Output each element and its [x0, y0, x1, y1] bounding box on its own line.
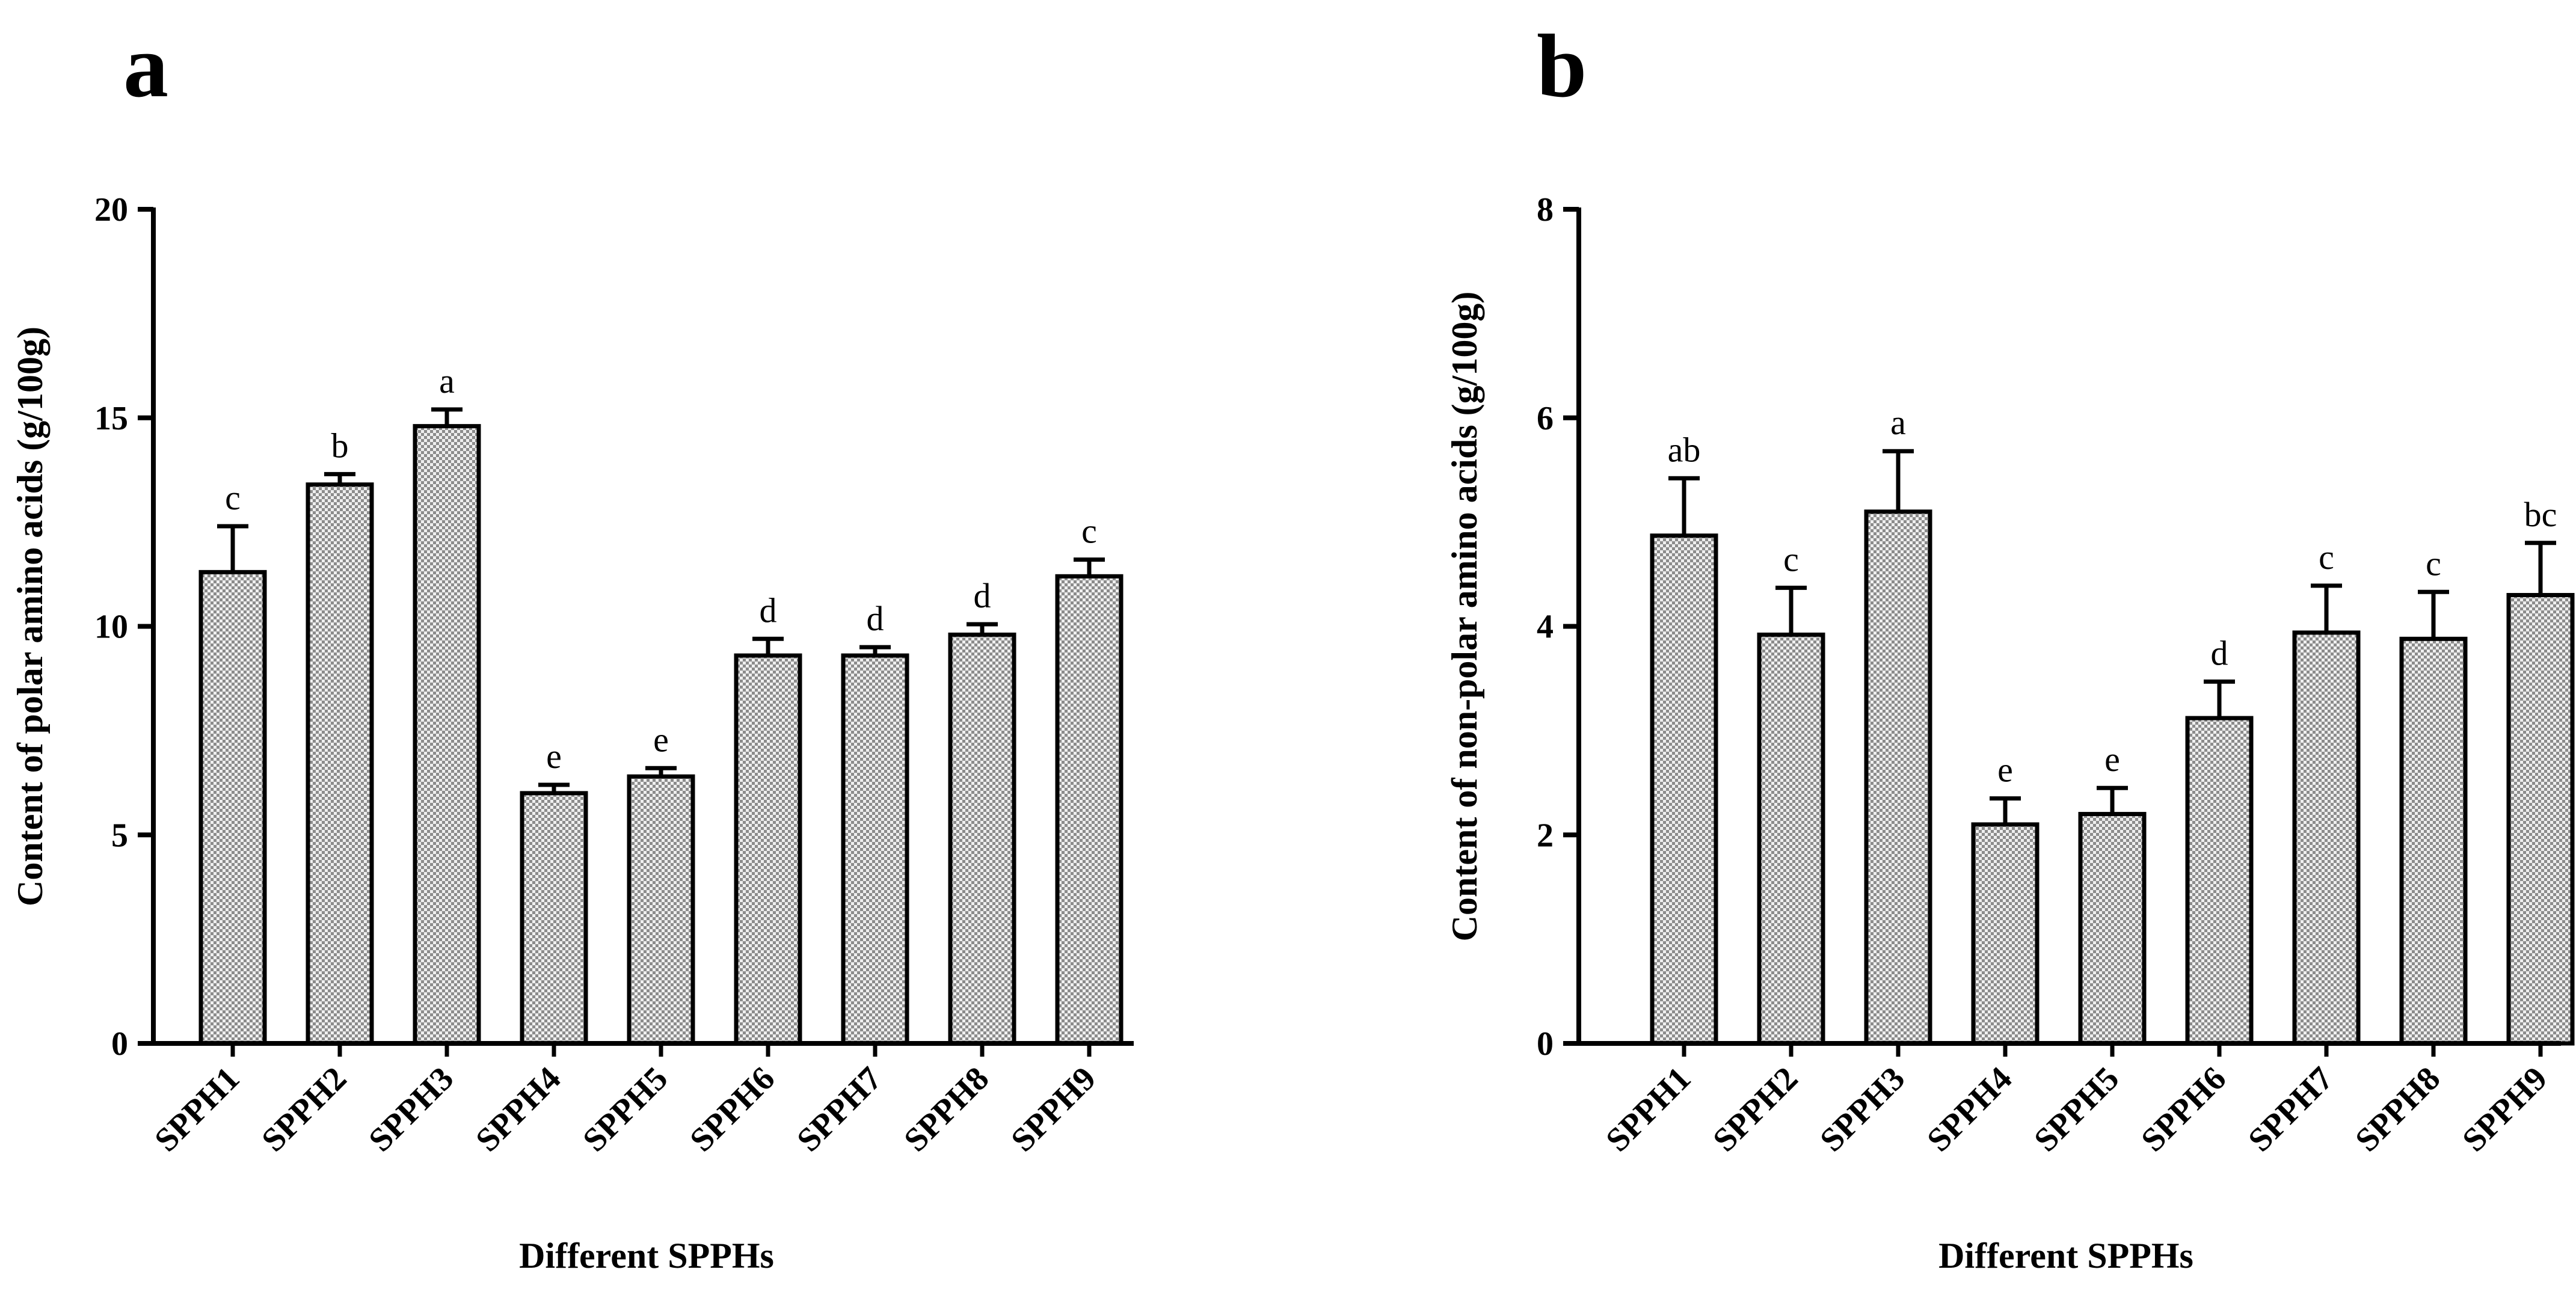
panel-a-sig-label-spph7: d	[867, 599, 884, 638]
panel-b-bar-spph2	[1757, 632, 1825, 1046]
panel-b-x-tick-label-spph1: SPPH1	[1599, 1060, 1698, 1159]
panel-a-sig-label-spph8: d	[974, 576, 991, 615]
panel-b-x-tick-label-spph4: SPPH4	[1920, 1060, 2019, 1159]
panel-b-bar-spph7	[2292, 630, 2361, 1046]
panel-b-y-tick-label-0: 0	[1537, 1025, 1554, 1063]
panel-a-bar-spph1	[198, 570, 267, 1046]
panel-a-sig-label-spph4: e	[546, 737, 562, 776]
panel-b-bar-spph8	[2399, 636, 2468, 1046]
panel-a-x-tick-label-spph7: SPPH7	[790, 1060, 889, 1159]
panel-a-x-tick-label-spph3: SPPH3	[361, 1060, 461, 1159]
panel-b-letter: b	[1537, 16, 1587, 116]
panel-a-y-tick-label-0: 0	[111, 1025, 128, 1063]
panel-b-x-tick-label-spph2: SPPH2	[1706, 1060, 1805, 1159]
panel-a-sig-label-spph6: d	[760, 591, 777, 630]
panel-b-y-tick-label-6: 6	[1537, 400, 1554, 437]
panel-a-y-tick-label-20: 20	[94, 191, 128, 229]
panel-b-x-tick-label-spph7: SPPH7	[2241, 1060, 2340, 1159]
panel-b-sig-label-spph1: ab	[1668, 430, 1701, 469]
panel-b-sig-label-spph6: d	[2211, 633, 2228, 672]
panel-a-bar-spph8	[948, 632, 1016, 1046]
panel-b-x-tick-label-spph8: SPPH8	[2348, 1060, 2447, 1159]
panel-a-bar-spph5	[627, 774, 695, 1046]
panel-b-bar-spph4	[1971, 822, 2040, 1046]
panel-a-x-tick-label-spph4: SPPH4	[469, 1060, 568, 1159]
panel-b-sig-label-spph3: a	[1890, 403, 1906, 442]
panel-a-y-tick-label-5: 5	[111, 817, 128, 854]
panel-b-bar-spph9	[2506, 592, 2575, 1046]
panel-a-bar-spph7	[841, 653, 909, 1046]
panel-a-bar-spph6	[734, 653, 802, 1046]
panel-b-y-tick-label-2: 2	[1537, 817, 1554, 854]
panel-a-plot: c SPPH1 b SPPH2 a SPPH3 e SPPH4 e SPPH5 d SPPH6 d SPP…	[94, 191, 1134, 1159]
panel-b-x-tick-label-spph3: SPPH3	[1813, 1060, 1912, 1159]
panel-b-sig-label-spph9: bc	[2524, 495, 2557, 534]
panel-a-x-tick-label-spph8: SPPH8	[897, 1060, 996, 1159]
panel-b-y-tick-label-4: 4	[1537, 609, 1554, 646]
panel-a-sig-label-spph9: c	[1081, 512, 1097, 551]
panel-a-y-axis-title: Content of polar amino acids (g/100g)	[10, 327, 50, 906]
panel-a-letter: a	[123, 16, 168, 116]
panel-a-bar-spph3	[413, 424, 481, 1046]
panel-b-bar-spph1	[1650, 533, 1718, 1046]
panel-a-x-tick-label-spph5: SPPH5	[576, 1060, 675, 1159]
panel-b-y-axis-title: Content of non-polar amino acids (g/100g…	[1445, 292, 1484, 942]
panel-b-y-tick-label-8: 8	[1537, 191, 1554, 229]
panel-b-x-tick-label-spph5: SPPH5	[2027, 1060, 2126, 1159]
panel-b-bar-spph5	[2078, 812, 2147, 1046]
panel-b-sig-label-spph7: c	[2319, 538, 2334, 577]
panel-b-sig-label-spph8: c	[2426, 544, 2441, 583]
panel-b-sig-label-spph5: e	[2104, 740, 2120, 779]
panel-b-bar-spph6	[2185, 716, 2254, 1046]
panel-b-x-tick-label-spph9: SPPH9	[2455, 1060, 2554, 1159]
panel-a-x-axis-title: Different SPPHs	[519, 1236, 774, 1276]
panel-b-bar-spph3	[1864, 509, 1932, 1046]
panel-b-x-tick-label-spph6: SPPH6	[2134, 1060, 2233, 1159]
panel-b-sig-label-spph2: c	[1783, 539, 1799, 579]
panel-a-x-tick-label-spph9: SPPH9	[1004, 1060, 1103, 1159]
panel-b-x-axis-title: Different SPPHs	[1938, 1236, 2193, 1276]
panel-a-x-tick-label-spph2: SPPH2	[254, 1060, 354, 1159]
panel-b-sig-label-spph4: e	[1997, 751, 2013, 790]
panel-a-bar-spph4	[520, 791, 588, 1046]
panel-a-sig-label-spph1: c	[225, 478, 241, 517]
panel-b-plot: ab SPPH1 c SPPH2 a SPPH3 e SPPH4 e SPPH5 d SPPH6 c SP…	[1537, 191, 2575, 1159]
panel-a-y-tick-label-10: 10	[94, 609, 128, 646]
panel-a-y-tick-label-15: 15	[94, 400, 128, 437]
panel-a-sig-label-spph5: e	[653, 720, 669, 759]
panel-a-sig-label-spph2: b	[331, 426, 349, 465]
panel-a-bar-spph2	[306, 482, 374, 1046]
panel-a-x-tick-label-spph6: SPPH6	[683, 1060, 782, 1159]
panel-a-x-tick-label-spph1: SPPH1	[147, 1060, 247, 1159]
panel-a-bar-spph9	[1055, 574, 1124, 1046]
panel-a-sig-label-spph3: a	[439, 361, 455, 401]
